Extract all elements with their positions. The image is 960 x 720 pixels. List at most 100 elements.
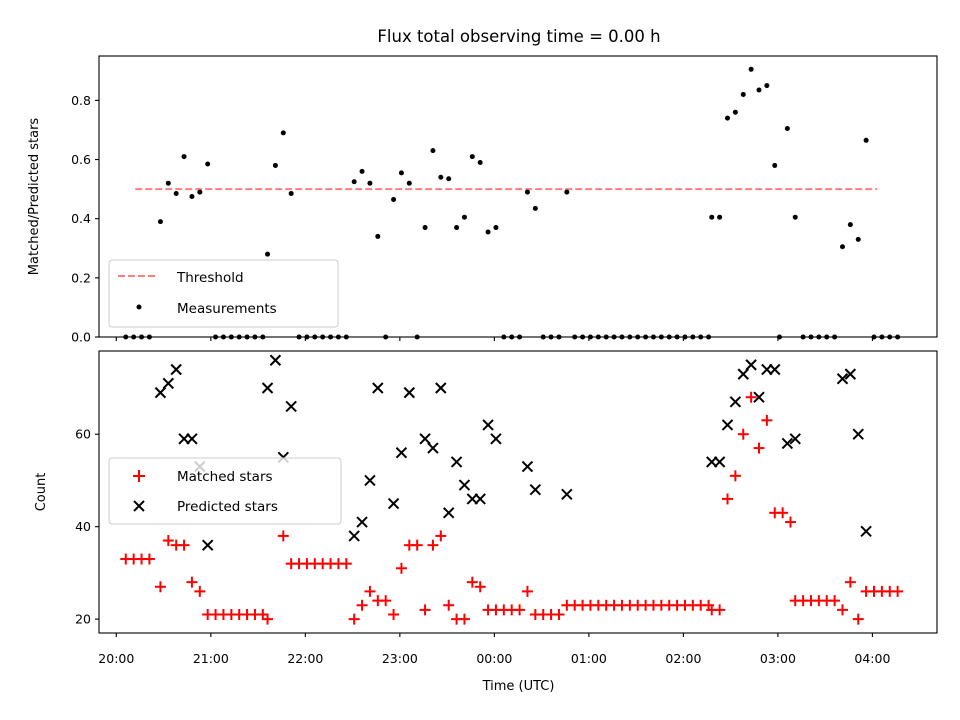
predicted-star-point: [403, 386, 416, 399]
predicted-star-point: [285, 400, 297, 413]
top-y-ticks: 0.0 0.2 0.4 0.6 0.8: [71, 93, 99, 345]
measurement-point: [748, 66, 754, 72]
measurement-point: [493, 225, 499, 231]
matched-star-point: [186, 576, 198, 588]
bottom-plot-frame: [98, 350, 938, 634]
predicted-star-point: [789, 433, 801, 445]
top-y-tick-label: 0.8: [71, 93, 91, 108]
matched-star-point: [388, 609, 400, 621]
matched-star-point: [411, 539, 423, 551]
measurement-point: [740, 91, 746, 97]
matched-star-point: [178, 539, 190, 551]
x-tick-label: 22:00: [287, 651, 323, 666]
top-plot-frame: [98, 55, 938, 338]
measurement-point: [784, 125, 790, 131]
x-tick-label: 21:00: [193, 651, 229, 666]
matched-star-point: [785, 516, 797, 528]
top-legend: Threshold Measurements: [108, 259, 339, 328]
measurement-point: [485, 229, 491, 235]
matched-star-point: [553, 609, 565, 621]
predicted-star-point: [170, 363, 182, 376]
measurement-point: [764, 83, 770, 89]
predicted-star-point: [162, 377, 175, 390]
matched-star-point: [892, 585, 904, 597]
matched-star-point: [521, 585, 533, 597]
matched-star-point: [458, 613, 470, 625]
measurement-point: [157, 219, 163, 225]
matched-star-point: [348, 613, 360, 625]
measurement-point: [272, 162, 278, 168]
measurement-point: [367, 180, 373, 186]
measurement-point: [288, 191, 294, 197]
predicted-star-point: [154, 386, 167, 399]
matched-star-point: [836, 604, 848, 616]
measurement-point: [524, 189, 530, 195]
measurements-legend-label: Measurements: [177, 301, 277, 317]
x-tick-label: 20:00: [98, 651, 134, 666]
predicted-star-point: [713, 456, 726, 468]
x-tick-label: 23:00: [382, 651, 418, 666]
predicted-star-point: [521, 460, 534, 473]
measurement-point: [422, 225, 428, 231]
predicted-star-point: [753, 391, 765, 403]
matched-star-point: [753, 442, 765, 454]
measurement-point: [532, 205, 538, 211]
bottom-panel: 20 40 60 20:00 21:00 22:00 23:00 00:00 01:00 02:…: [34, 350, 938, 694]
measurement-point: [375, 233, 381, 239]
matched-star-point: [262, 613, 274, 625]
matched-star-point: [714, 604, 726, 616]
top-y-tick-label: 0.4: [71, 211, 91, 226]
matched-star-point: [844, 576, 856, 588]
matched-star-point: [435, 530, 447, 542]
matched-star-point: [356, 599, 368, 611]
predicted-star-point: [844, 368, 857, 380]
count-points: [120, 354, 904, 625]
predicted-star-point: [852, 428, 864, 440]
bottom-x-ticks: 20:00 21:00 22:00 23:00 00:00 01:00 02:00 03:00…: [98, 633, 890, 666]
matched-star-point: [154, 581, 166, 593]
measurement-point: [732, 109, 738, 115]
predicted-star-point: [395, 446, 408, 459]
matched-star-point: [745, 391, 757, 403]
matched-star-point: [777, 507, 789, 519]
predicted-star-point: [860, 525, 872, 538]
measurement-point: [756, 87, 762, 93]
measurement-point: [855, 236, 861, 242]
matched-star-point: [162, 535, 174, 547]
measurement-point: [469, 154, 475, 160]
x-tick-label: 02:00: [665, 651, 701, 666]
measurement-point: [792, 214, 798, 220]
predicted-star-point: [435, 382, 447, 394]
measurement-point: [847, 222, 853, 228]
matched-star-point: [277, 530, 289, 542]
measurement-point: [430, 148, 436, 154]
predicted-star-point: [745, 359, 757, 371]
measurement-point: [461, 214, 467, 220]
measurement-point: [265, 251, 271, 257]
x-tick-label: 03:00: [760, 651, 796, 666]
predicted-star-point: [781, 437, 794, 450]
measurement-point: [772, 162, 778, 168]
matched-star-point: [514, 604, 526, 616]
predicted-star-point: [450, 456, 463, 468]
measurement-point: [351, 179, 357, 185]
measurement-point: [709, 214, 715, 220]
top-legend-box: [108, 259, 339, 328]
predicted-legend-swatch: [133, 500, 145, 512]
predicted-star-point: [490, 433, 502, 445]
predicted-star-point: [356, 516, 368, 528]
matched-star-point: [427, 539, 439, 551]
measurement-point: [725, 115, 730, 121]
predicted-star-point: [482, 419, 494, 431]
matched-legend-label: Matched stars: [177, 469, 273, 485]
top-y-tick-label: 0.2: [71, 270, 91, 285]
bottom-y-ticks: 20 40 60: [75, 427, 99, 627]
matched-star-point: [737, 428, 749, 440]
measurement-point: [406, 180, 412, 186]
x-axis-label: Time (UTC): [482, 679, 555, 694]
matched-star-point: [722, 493, 733, 505]
predicted-star-point: [836, 373, 849, 385]
predicted-star-point: [561, 488, 573, 501]
matched-star-point: [395, 562, 407, 574]
